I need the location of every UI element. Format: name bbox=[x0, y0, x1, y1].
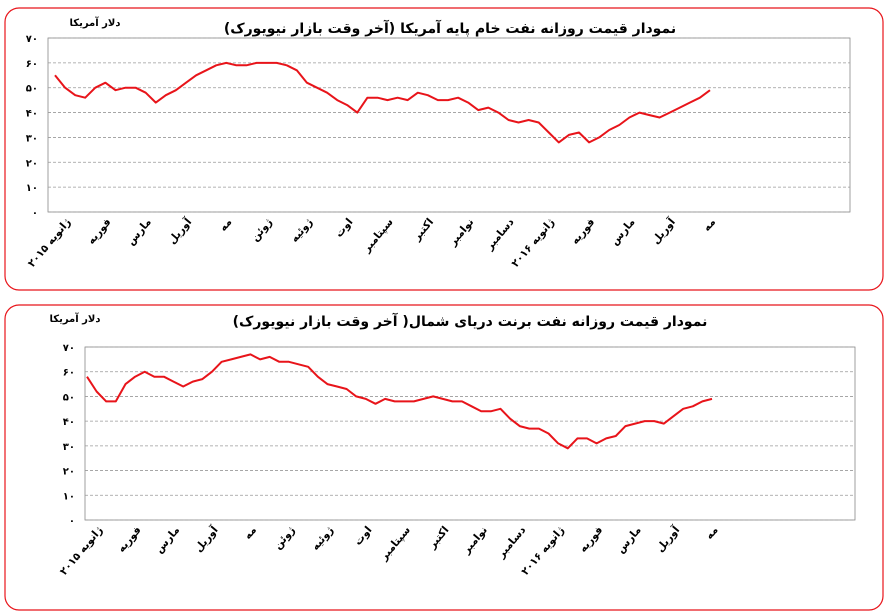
y-axis-label: دلار آمریکا bbox=[50, 312, 101, 325]
price-line bbox=[54, 61, 711, 144]
y-tick-label: ۶۰ bbox=[26, 59, 38, 70]
x-tick-label: مه bbox=[703, 524, 720, 542]
x-tick-label: مارس bbox=[608, 216, 637, 247]
y-tick-label: ۳۰ bbox=[26, 133, 38, 144]
y-tick-label: ۴۰ bbox=[63, 417, 75, 428]
x-tick-label: آوریل bbox=[653, 523, 682, 554]
chart-title: نمودار قیمت روزانه نفت برنت دریای شمال( … bbox=[233, 312, 708, 330]
x-tick-label: ژانویه ۲۰۱۵ bbox=[26, 216, 74, 270]
x-tick-label: مه bbox=[242, 524, 259, 542]
panel-border bbox=[4, 7, 884, 291]
plot-area bbox=[47, 37, 851, 213]
y-tick-label: ۷۰ bbox=[26, 34, 38, 45]
x-tick-label: آوریل bbox=[649, 215, 678, 246]
y-tick-label: ۰ bbox=[32, 208, 38, 219]
price-line bbox=[86, 353, 713, 450]
x-tick-label: مه bbox=[217, 216, 234, 234]
x-tick-label: مه bbox=[701, 216, 718, 234]
y-tick-label: ۱۰ bbox=[63, 491, 75, 502]
x-tick-label: دسامبر bbox=[483, 216, 517, 253]
x-tick-label: سپتامبر bbox=[360, 216, 396, 255]
x-tick-label: آوریل bbox=[165, 215, 194, 246]
plot-area bbox=[84, 346, 856, 521]
y-tick-label: ۵۰ bbox=[63, 392, 75, 403]
y-tick-label: ۷۰ bbox=[63, 343, 75, 354]
y-tick-label: ۴۰ bbox=[26, 109, 38, 120]
x-tick-label: مارس bbox=[153, 524, 182, 555]
x-tick-label: ژانویه ۲۰۱۶ bbox=[509, 216, 557, 270]
x-tick-label: آوریل bbox=[192, 523, 221, 554]
y-tick-label: ۰ bbox=[69, 516, 75, 527]
x-tick-label: اوت bbox=[352, 524, 374, 548]
y-tick-label: ۶۰ bbox=[63, 368, 75, 379]
y-tick-label: ۲۰ bbox=[63, 467, 75, 478]
x-tick-label: ژوئن bbox=[249, 216, 275, 244]
x-tick-label: ژوئیه bbox=[309, 524, 336, 553]
x-tick-label: فوریه bbox=[115, 524, 143, 555]
x-tick-label: دسامبر bbox=[495, 524, 529, 561]
x-tick-label: مارس bbox=[125, 216, 154, 247]
x-tick-label: اکتبر bbox=[426, 524, 452, 551]
x-tick-label: ژانویه ۲۰۱۵ bbox=[58, 524, 106, 578]
y-tick-label: ۵۰ bbox=[26, 84, 38, 95]
chart-title: نمودار قیمت روزانه نفت خام پایه آمریکا (… bbox=[224, 19, 676, 37]
y-tick-label: ۱۰ bbox=[26, 183, 38, 194]
x-tick-label: ژوئن bbox=[272, 524, 298, 552]
x-tick-label: ژوئیه bbox=[288, 216, 315, 245]
y-axis-label: دلار آمریکا bbox=[70, 16, 121, 29]
x-tick-label: نوامبر bbox=[460, 524, 490, 557]
x-tick-label: اوت bbox=[333, 216, 355, 240]
x-tick-label: فوریه bbox=[569, 216, 597, 247]
x-tick-label: سپتامبر bbox=[377, 524, 413, 563]
x-tick-label: فوریه bbox=[85, 216, 113, 247]
x-tick-label: فوریه bbox=[577, 524, 605, 555]
x-tick-label: اکتبر bbox=[410, 216, 436, 243]
y-tick-label: ۳۰ bbox=[63, 442, 75, 453]
panel-border bbox=[4, 304, 884, 611]
x-tick-label: نوامبر bbox=[446, 216, 476, 249]
x-tick-label: مارس bbox=[615, 524, 644, 555]
y-tick-label: ۲۰ bbox=[26, 158, 38, 169]
